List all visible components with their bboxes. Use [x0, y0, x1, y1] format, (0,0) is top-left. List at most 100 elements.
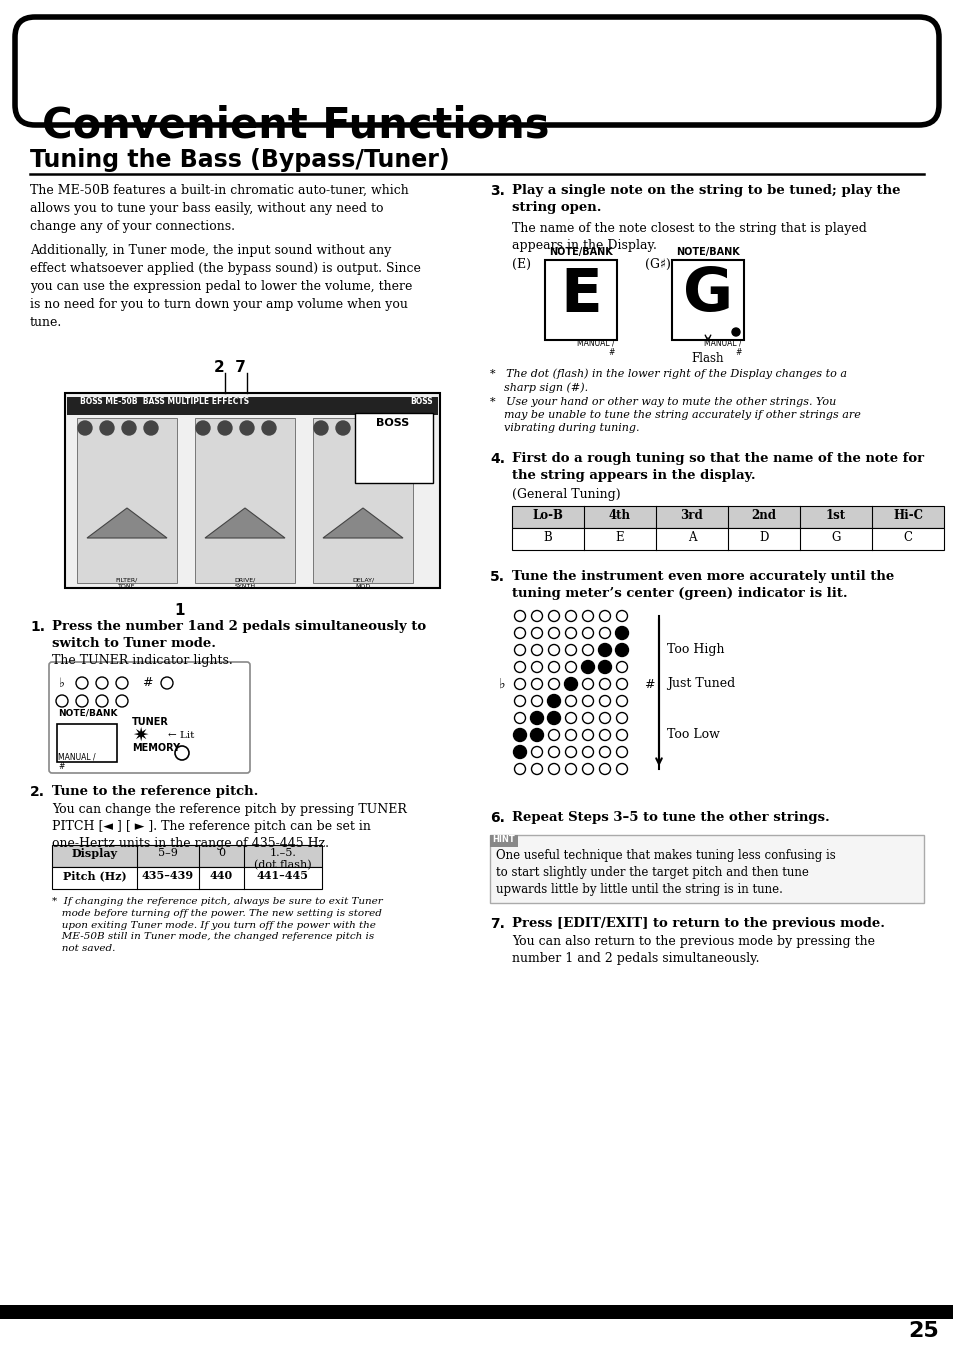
- Bar: [57, 724, 117, 762]
- Bar: [671, 259, 743, 340]
- Text: BOSS: BOSS: [410, 397, 432, 407]
- Text: Additionally, in Tuner mode, the input sound without any
effect whatsoever appli: Additionally, in Tuner mode, the input s…: [30, 245, 420, 330]
- FancyBboxPatch shape: [15, 18, 938, 126]
- Circle shape: [547, 712, 560, 724]
- FancyBboxPatch shape: [49, 662, 250, 773]
- Circle shape: [598, 661, 611, 674]
- Bar: [52, 867, 322, 889]
- Circle shape: [357, 422, 372, 435]
- Text: The ME-50B features a built-in chromatic auto-tuner, which
allows you to tune yo: The ME-50B features a built-in chromatic…: [30, 184, 408, 232]
- Text: Display: Display: [71, 848, 117, 859]
- Text: E: E: [559, 266, 601, 324]
- Text: FILTER/
TONE: FILTER/ TONE: [115, 578, 138, 589]
- Text: B: B: [543, 531, 552, 544]
- Bar: [313, 417, 413, 584]
- Text: 5–9: 5–9: [158, 848, 178, 858]
- Text: Too Low: Too Low: [666, 728, 720, 742]
- Circle shape: [615, 643, 628, 657]
- Text: Press [EDIT/EXIT] to return to the previous mode.: Press [EDIT/EXIT] to return to the previ…: [512, 917, 884, 929]
- Text: Pitch (Hz): Pitch (Hz): [63, 870, 126, 881]
- Text: The TUNER indicator lights.: The TUNER indicator lights.: [52, 654, 233, 667]
- Circle shape: [122, 422, 136, 435]
- Text: G: G: [682, 266, 732, 324]
- Text: You can also return to the previous mode by pressing the
number 1 and 2 pedals s: You can also return to the previous mode…: [512, 935, 874, 965]
- Text: ← Lit: ← Lit: [168, 731, 194, 739]
- Text: BOSS: BOSS: [376, 417, 409, 428]
- Circle shape: [379, 422, 394, 435]
- Text: Lo-B: Lo-B: [532, 509, 563, 521]
- Circle shape: [240, 422, 253, 435]
- Text: A: A: [687, 531, 696, 544]
- Text: #: #: [58, 762, 64, 771]
- Text: (E): (E): [512, 258, 531, 272]
- Text: *   The dot (flash) in the lower right of the Display changes to a
    sharp sig: * The dot (flash) in the lower right of …: [490, 367, 846, 393]
- Text: Tune to the reference pitch.: Tune to the reference pitch.: [52, 785, 258, 798]
- Text: Play a single note on the string to be tuned; play the
string open.: Play a single note on the string to be t…: [512, 184, 900, 213]
- Text: 435–439: 435–439: [142, 870, 193, 881]
- Bar: [544, 259, 617, 340]
- Text: 3.: 3.: [490, 184, 504, 199]
- FancyBboxPatch shape: [490, 835, 923, 902]
- Text: Repeat Steps 3–5 to tune the other strings.: Repeat Steps 3–5 to tune the other strin…: [512, 811, 829, 824]
- Text: (G♯): (G♯): [644, 258, 670, 272]
- Circle shape: [581, 661, 594, 674]
- Text: 3rd: 3rd: [679, 509, 702, 521]
- Text: *  If changing the reference pitch, always be sure to exit Tuner
   mode before : * If changing the reference pitch, alway…: [52, 897, 382, 954]
- Circle shape: [513, 746, 526, 758]
- Circle shape: [530, 728, 543, 742]
- Text: The name of the note closest to the string that is played
appears in the Display: The name of the note closest to the stri…: [512, 222, 866, 253]
- Bar: [67, 397, 437, 415]
- Text: ♭: ♭: [498, 677, 505, 690]
- Text: 0: 0: [217, 848, 225, 858]
- Bar: [512, 528, 943, 550]
- Text: 4th: 4th: [608, 509, 630, 521]
- Bar: [52, 844, 322, 867]
- Text: You can change the reference pitch by pressing TUNER
PITCH [◄ ] [ ► ]. The refer: You can change the reference pitch by pr…: [52, 802, 406, 850]
- Circle shape: [547, 694, 560, 708]
- Text: Just Tuned: Just Tuned: [666, 677, 735, 690]
- Circle shape: [218, 422, 232, 435]
- Text: Tuning the Bass (Bypass/Tuner): Tuning the Bass (Bypass/Tuner): [30, 149, 449, 172]
- Circle shape: [100, 422, 113, 435]
- Text: MANUAL /
#: MANUAL / #: [703, 338, 741, 358]
- Text: MANUAL /
#: MANUAL / #: [577, 338, 615, 358]
- Text: 1st: 1st: [825, 509, 845, 521]
- Text: Hi-C: Hi-C: [892, 509, 923, 521]
- Text: 1.: 1.: [30, 620, 45, 634]
- Polygon shape: [87, 508, 167, 538]
- Text: 5.: 5.: [490, 570, 504, 584]
- Text: E: E: [615, 531, 623, 544]
- Text: ✷: ✷: [132, 725, 148, 744]
- Text: D: D: [759, 531, 768, 544]
- Bar: [512, 507, 943, 528]
- Bar: [194, 417, 294, 584]
- Text: BOSS ME-50B  BASS MULTIPLE EFFECTS: BOSS ME-50B BASS MULTIPLE EFFECTS: [80, 397, 249, 407]
- Text: Flash: Flash: [691, 353, 723, 365]
- Bar: [0, 1305, 953, 1319]
- Text: Convenient Functions: Convenient Functions: [42, 105, 549, 147]
- Text: 1.–5.
(dot flash): 1.–5. (dot flash): [253, 848, 312, 870]
- Circle shape: [195, 422, 210, 435]
- Text: #: #: [643, 677, 654, 690]
- Circle shape: [314, 422, 328, 435]
- Text: NOTE/BANK: NOTE/BANK: [58, 709, 117, 717]
- Text: DRIVE/
SYNTH: DRIVE/ SYNTH: [234, 578, 255, 589]
- Circle shape: [615, 627, 628, 639]
- Circle shape: [144, 422, 158, 435]
- Text: Too High: Too High: [666, 643, 723, 657]
- Text: 440: 440: [210, 870, 233, 881]
- Circle shape: [262, 422, 275, 435]
- Circle shape: [530, 712, 543, 724]
- Text: First do a rough tuning so that the name of the note for
the string appears in t: First do a rough tuning so that the name…: [512, 453, 923, 482]
- Circle shape: [731, 328, 740, 336]
- Text: MEMORY: MEMORY: [132, 743, 180, 753]
- Text: 2  7: 2 7: [213, 359, 246, 376]
- Text: (General Tuning): (General Tuning): [512, 488, 620, 501]
- Text: 2nd: 2nd: [751, 509, 776, 521]
- Text: One useful technique that makes tuning less confusing is
to start slightly under: One useful technique that makes tuning l…: [496, 848, 835, 896]
- Circle shape: [598, 643, 611, 657]
- Polygon shape: [205, 508, 285, 538]
- Text: NOTE/BANK: NOTE/BANK: [676, 247, 740, 257]
- Text: 441–445: 441–445: [256, 870, 309, 881]
- Polygon shape: [323, 508, 402, 538]
